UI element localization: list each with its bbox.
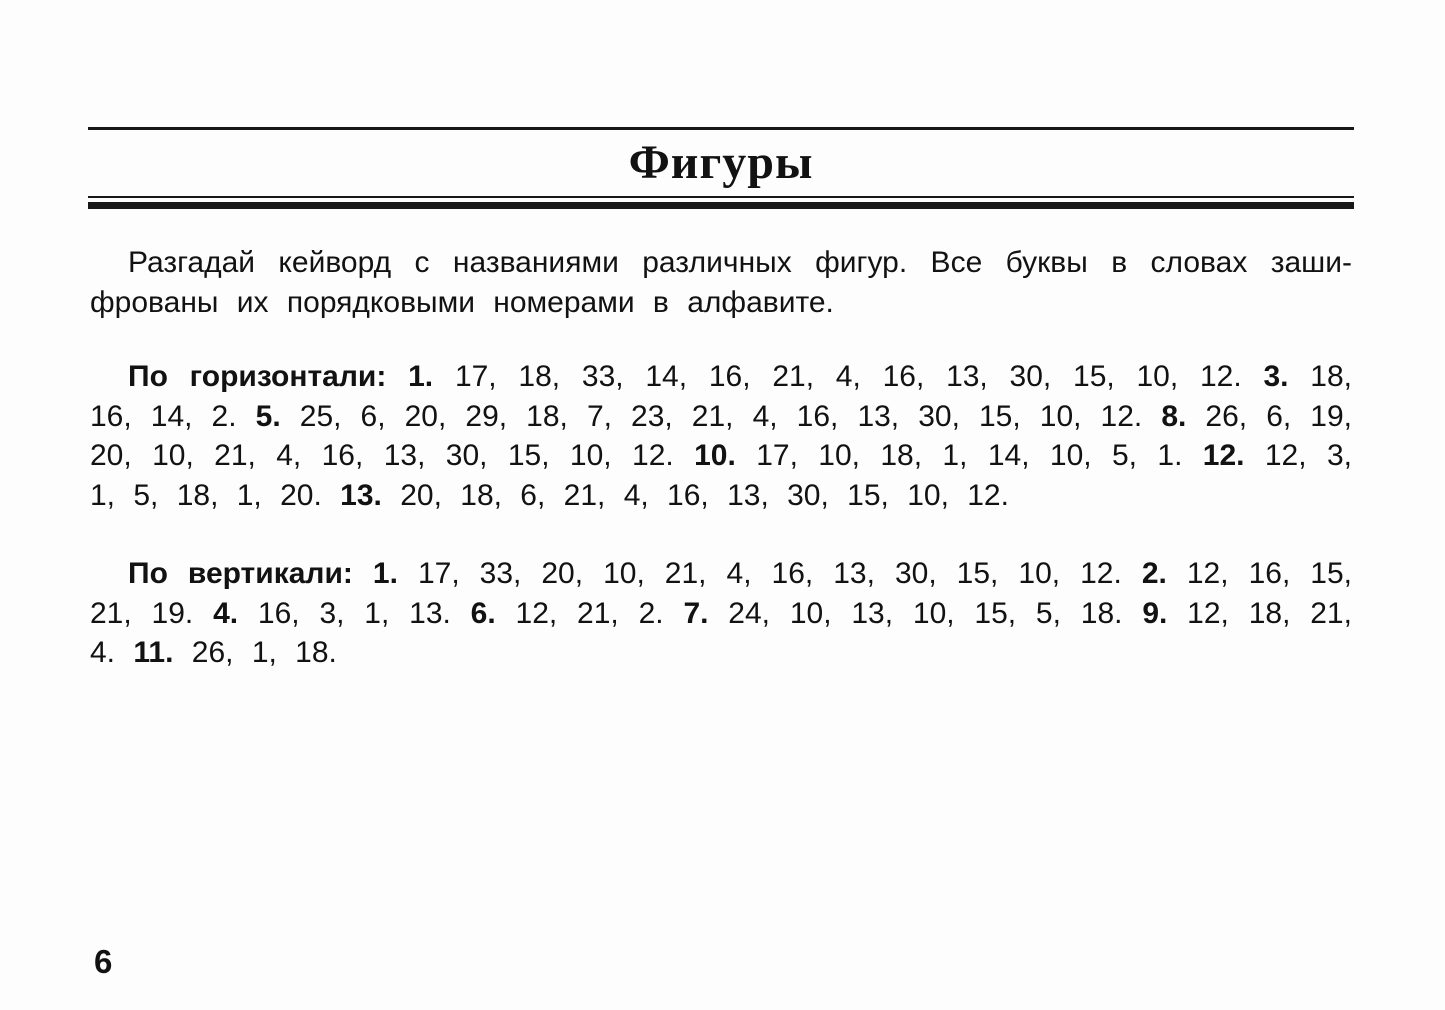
- clue-values: 12, 21, 2.: [515, 596, 664, 630]
- top-rule: [88, 127, 1354, 130]
- clue-number: 1.: [408, 360, 434, 393]
- clue-values: 12, 3, 1, 5, 18, 1, 20.: [90, 439, 1352, 512]
- clue-values: 18, 16, 14, 2.: [90, 360, 1352, 433]
- across-section-label: По горизонтали:: [128, 360, 387, 393]
- clue-number: 9.: [1142, 596, 1168, 630]
- clue-values: 20, 18, 6, 21, 4, 16, 13, 30, 15, 10, 12…: [400, 478, 1009, 512]
- clue-values: 26, 6, 19, 20, 10, 21, 4, 16, 13, 30, 15…: [90, 399, 1352, 473]
- clue-values: 12, 16, 15, 21, 19.: [90, 557, 1352, 630]
- clue-number: 10.: [694, 439, 736, 472]
- clue-values: 25, 6, 20, 29, 18, 7, 23, 21, 4, 16, 13,…: [299, 399, 1143, 433]
- clue-number: 3.: [1263, 360, 1289, 393]
- clue-number: 4.: [213, 596, 239, 630]
- down-clues-paragraph: По вертикали: 1. 17, 33, 20, 10, 21, 4, …: [90, 554, 1352, 673]
- down-section-label: По вертикали:: [128, 557, 353, 590]
- page-number: 6: [94, 943, 113, 980]
- clue-number: 6.: [470, 596, 496, 630]
- across-clues-paragraph: По горизонтали: 1. 17, 18, 33, 14, 16, 2…: [90, 357, 1352, 515]
- clue-number: 11.: [133, 636, 174, 669]
- clue-values: 12, 18, 21, 4.: [90, 596, 1352, 670]
- clue-number: 1.: [372, 557, 398, 590]
- title-divider-thick-rule: [88, 202, 1354, 209]
- page-title: Фигуры: [628, 136, 814, 189]
- clue-values: 17, 18, 33, 14, 16, 21, 4, 16, 13, 30, 1…: [454, 360, 1242, 393]
- intro-paragraph: Разгадай кейворд с названиями различных …: [90, 246, 1352, 319]
- clue-number: 12.: [1202, 439, 1245, 472]
- title-divider-thin-rule: [88, 196, 1354, 198]
- clue-values: 16, 3, 1, 13.: [257, 596, 451, 630]
- clue-number: 7.: [683, 596, 709, 630]
- clue-number: 5.: [255, 399, 281, 433]
- clue-values: 24, 10, 13, 10, 15, 5, 18.: [728, 596, 1123, 630]
- clue-number: 13.: [340, 478, 382, 512]
- clue-values: 17, 10, 18, 1, 14, 10, 5, 1.: [756, 439, 1183, 472]
- clue-number: 8.: [1161, 399, 1187, 433]
- across-clue-list: 1. 17, 18, 33, 14, 16, 21, 4, 16, 13, 30…: [90, 360, 1352, 512]
- clue-number: 2.: [1141, 557, 1167, 590]
- down-clue-list: 1. 17, 33, 20, 10, 21, 4, 16, 13, 30, 15…: [90, 557, 1352, 669]
- clue-values: 26, 1, 18.: [191, 636, 337, 669]
- clue-values: 17, 33, 20, 10, 21, 4, 16, 13, 30, 15, 1…: [417, 557, 1122, 590]
